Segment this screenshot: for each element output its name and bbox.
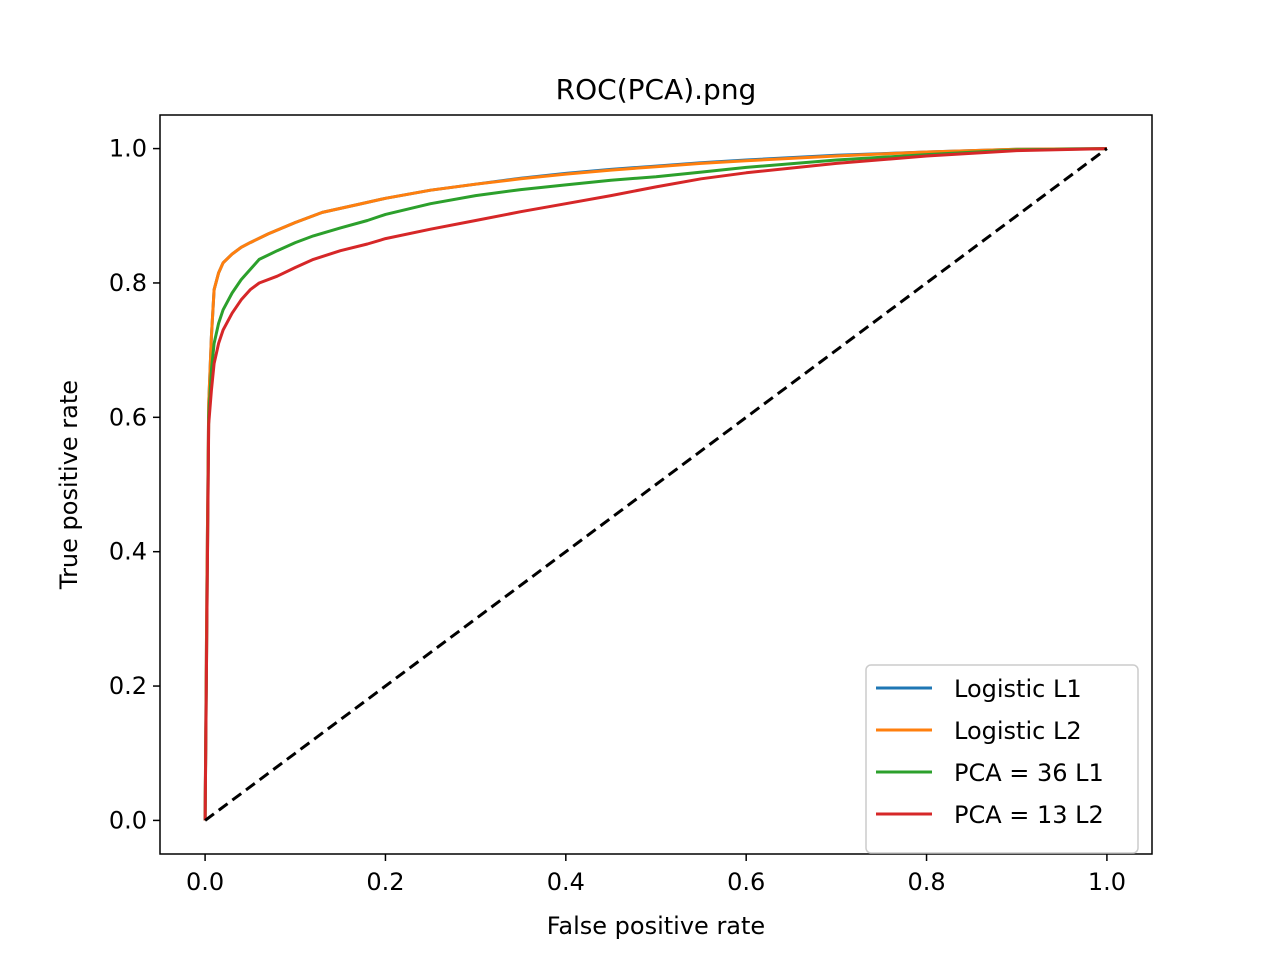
x-tick-label: 0.8 bbox=[907, 868, 945, 896]
x-tick-label: 0.6 bbox=[727, 868, 765, 896]
legend: Logistic L1 Logistic L2 PCA = 36 L1 PCA = 1… bbox=[865, 664, 1139, 854]
legend-label: PCA = 36 L1 bbox=[954, 759, 1104, 787]
x-tick-label: 1.0 bbox=[1088, 868, 1126, 896]
y-tick-label: 1.0 bbox=[109, 135, 147, 163]
plot-frame bbox=[159, 114, 1153, 855]
diagonal-reference-line bbox=[204, 147, 1108, 822]
y-axis-label: True positive rate bbox=[55, 380, 83, 590]
plot-area bbox=[203, 147, 1108, 822]
legend-label: PCA = 13 L2 bbox=[954, 801, 1104, 829]
y-tick-label: 0.4 bbox=[109, 538, 147, 566]
y-tick-label: 0.0 bbox=[109, 806, 147, 834]
legend-label: Logistic L2 bbox=[954, 717, 1082, 745]
x-tick-label: 0.0 bbox=[186, 868, 224, 896]
x-tick-label: 0.2 bbox=[366, 868, 404, 896]
series-line-1 bbox=[203, 147, 1107, 821]
y-tick-label: 0.6 bbox=[109, 403, 147, 431]
legend-label: Logistic L1 bbox=[954, 675, 1082, 703]
series-line-3 bbox=[203, 147, 1107, 821]
series-line-2 bbox=[203, 147, 1107, 821]
y-tick-label: 0.2 bbox=[109, 672, 147, 700]
x-tick-label: 0.4 bbox=[547, 868, 585, 896]
axis-ticks: 0.0 0.2 0.4 0.6 0.8 1.0 0.0 0.2 0.4 0.6 0.8 1.0 bbox=[109, 135, 1126, 896]
y-tick-label: 0.8 bbox=[109, 269, 147, 297]
x-axis-label: False positive rate bbox=[547, 912, 765, 940]
chart-title: ROC(PCA).png bbox=[556, 73, 757, 106]
legend-box bbox=[865, 664, 1139, 854]
